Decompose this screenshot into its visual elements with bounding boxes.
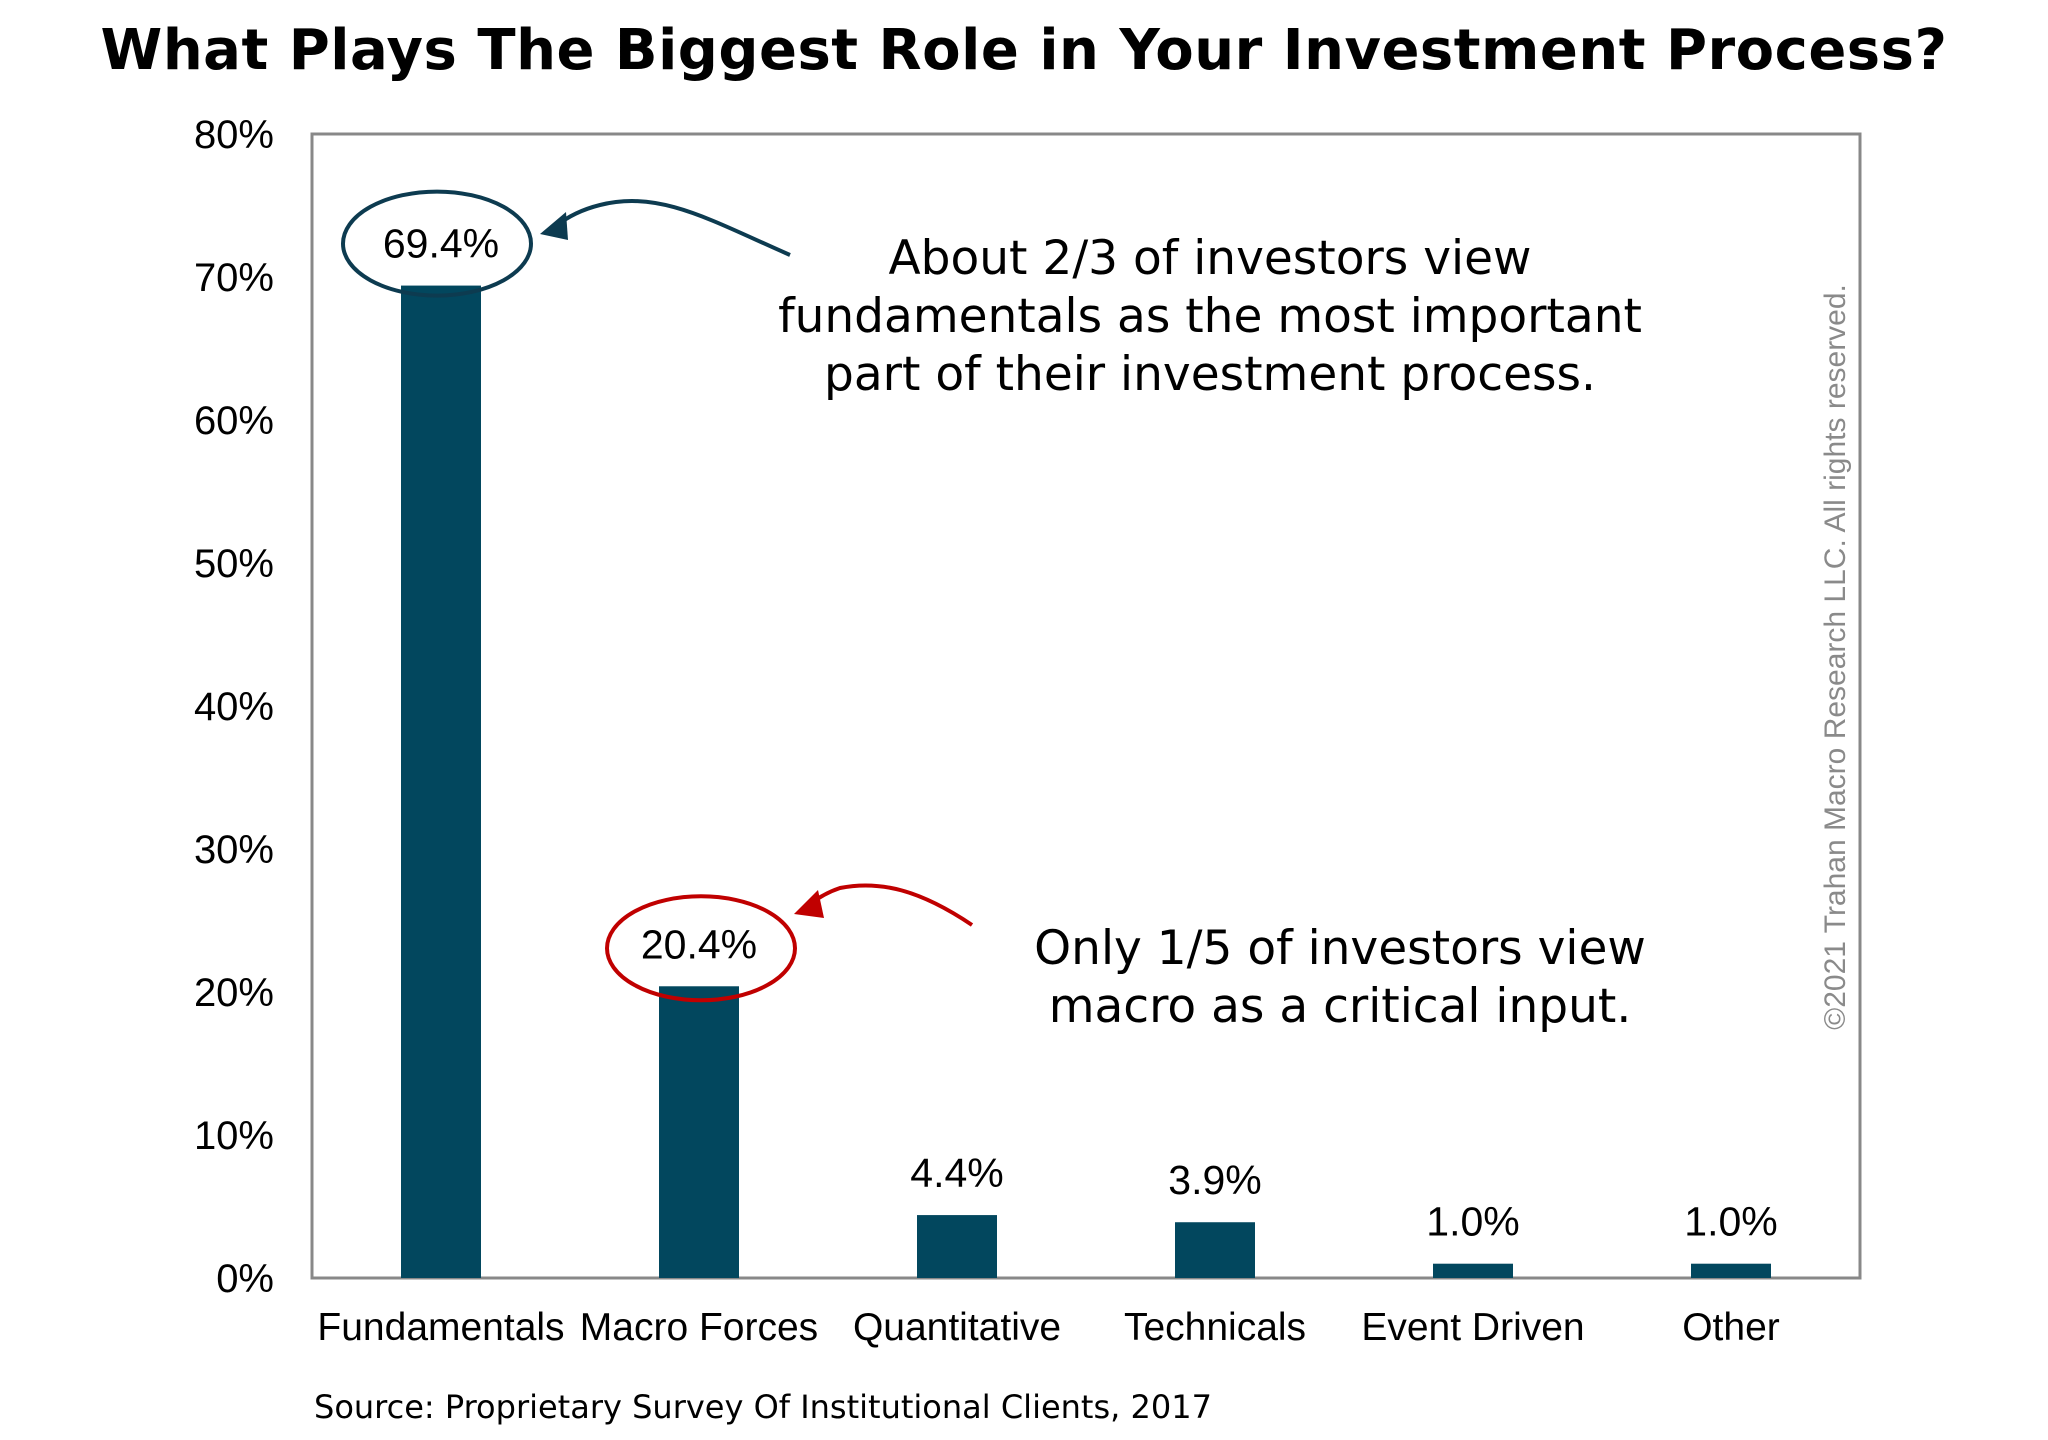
y-tick-label: 30% [194,828,274,872]
arrow-fundamentals [554,199,791,257]
y-tick-label: 40% [194,685,274,729]
bar-technicals [1175,1222,1255,1278]
y-tick-label: 0% [216,1257,274,1301]
annotation-macro: Only 1/5 of investors view macro as a cr… [1000,920,1680,1036]
x-tick-label: Macro Forces [580,1306,818,1349]
x-tick-label: Technicals [1124,1306,1306,1349]
annotation-fundamentals: About 2/3 of investors view fundamentals… [760,230,1660,404]
bar-macro-forces [659,986,739,1278]
chart-title: What Plays The Biggest Role in Your Inve… [100,18,1948,83]
bar-fundamentals [401,285,481,1279]
annotation-line: part of their investment process. [824,347,1596,402]
annotation-line: macro as a critical input. [1048,979,1632,1034]
x-tick-label: Event Driven [1361,1306,1584,1349]
y-tick-label: 20% [194,971,274,1015]
arrowhead-fundamentals [540,212,568,240]
data-label: 4.4% [910,1150,1003,1196]
data-label: 69.4% [383,221,499,267]
annotation-line: fundamentals as the most important [778,289,1642,344]
arrow-macro [808,883,974,927]
x-tick-label: Fundamentals [317,1306,564,1349]
highlight-ellipse-macro [605,894,797,1003]
y-tick-label: 10% [194,1114,274,1158]
annotation-line: Only 1/5 of investors view [1034,921,1646,976]
y-tick-label: 50% [194,542,274,586]
bar-other [1691,1263,1771,1278]
source-note: Source: Proprietary Survey Of Institutio… [314,1388,1212,1426]
x-tick-label: Other [1682,1306,1780,1349]
data-label: 1.0% [1426,1199,1519,1245]
y-tick-label: 80% [194,113,274,157]
arrowhead-macro [794,890,824,918]
bar-event-driven [1433,1263,1513,1278]
plot-frame [310,132,1862,1280]
data-label: 3.9% [1168,1157,1261,1203]
copyright-watermark: ©2021 Trahan Macro Research LLC. All rig… [1819,284,1852,1030]
data-label: 1.0% [1684,1199,1777,1245]
data-label: 20.4% [641,921,757,967]
y-tick-label: 70% [194,256,274,300]
annotation-line: About 2/3 of investors view [888,231,1532,286]
bar-quantitative [917,1215,997,1278]
x-tick-label: Quantitative [853,1306,1061,1349]
y-tick-label: 60% [194,399,274,443]
highlight-ellipse-fundamentals [341,189,533,298]
